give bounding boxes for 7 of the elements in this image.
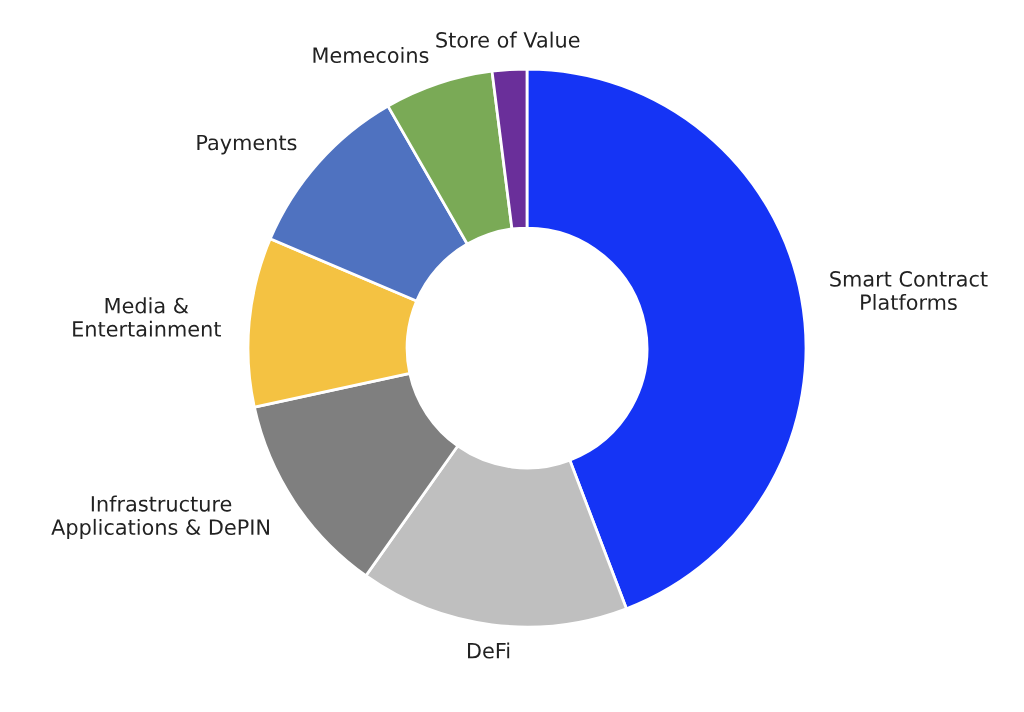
slice-label: Smart Contract Platforms	[830, 271, 988, 311]
slice-label: Payments	[197, 134, 297, 155]
slice-label: Infrastructure Applications & DePIN	[51, 495, 269, 540]
slice-label: Media & Entertainment	[73, 297, 221, 337]
slice-label: Memecoins	[313, 46, 429, 64]
slice-label: DeFi	[468, 642, 510, 659]
slice-label: Store of Value	[436, 31, 580, 48]
